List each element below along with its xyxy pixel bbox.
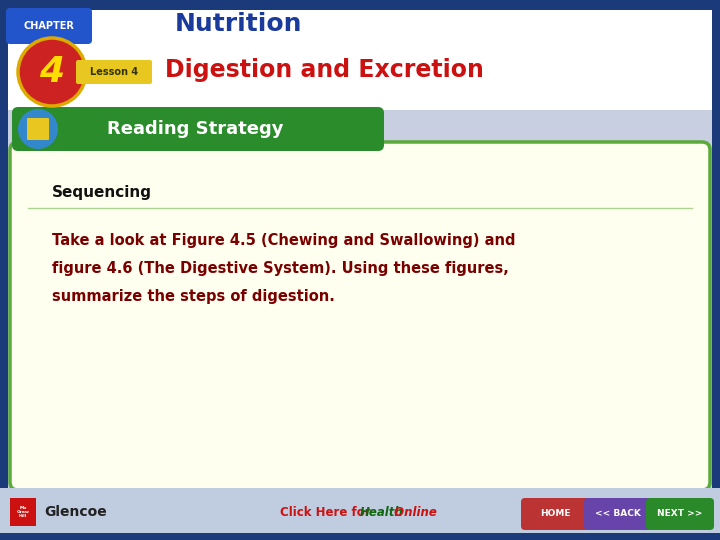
FancyBboxPatch shape xyxy=(8,10,712,110)
Text: Online: Online xyxy=(390,505,437,518)
Text: NEXT >>: NEXT >> xyxy=(657,510,703,518)
Text: Glencoe: Glencoe xyxy=(44,505,107,519)
Text: Take a look at Figure 4.5 (Chewing and Swallowing) and: Take a look at Figure 4.5 (Chewing and S… xyxy=(52,233,516,247)
Text: HOME: HOME xyxy=(540,510,570,518)
Text: Nutrition: Nutrition xyxy=(175,12,302,36)
Circle shape xyxy=(18,38,86,106)
FancyBboxPatch shape xyxy=(12,107,384,151)
Text: Sequencing: Sequencing xyxy=(52,185,152,199)
FancyBboxPatch shape xyxy=(10,142,710,490)
FancyBboxPatch shape xyxy=(0,488,720,540)
FancyBboxPatch shape xyxy=(0,0,720,10)
FancyBboxPatch shape xyxy=(521,498,589,530)
Text: Mo
Graw
Hill: Mo Graw Hill xyxy=(17,506,30,518)
FancyBboxPatch shape xyxy=(76,60,152,84)
Text: Click Here for: Click Here for xyxy=(280,505,374,518)
Text: Health: Health xyxy=(360,505,404,518)
Text: figure 4.6 (The Digestive System). Using these figures,: figure 4.6 (The Digestive System). Using… xyxy=(52,260,509,275)
Text: << BACK: << BACK xyxy=(595,510,641,518)
FancyBboxPatch shape xyxy=(6,8,92,44)
Text: Lesson 4: Lesson 4 xyxy=(90,67,138,77)
FancyBboxPatch shape xyxy=(712,0,720,540)
Text: summarize the steps of digestion.: summarize the steps of digestion. xyxy=(52,288,335,303)
FancyBboxPatch shape xyxy=(584,498,652,530)
Text: 4: 4 xyxy=(40,55,65,89)
Circle shape xyxy=(18,109,58,149)
FancyBboxPatch shape xyxy=(0,0,8,540)
FancyBboxPatch shape xyxy=(27,118,49,140)
FancyBboxPatch shape xyxy=(0,533,720,540)
Text: CHAPTER: CHAPTER xyxy=(24,21,74,31)
FancyBboxPatch shape xyxy=(10,498,36,526)
FancyBboxPatch shape xyxy=(646,498,714,530)
FancyBboxPatch shape xyxy=(8,115,712,490)
Text: Digestion and Excretion: Digestion and Excretion xyxy=(165,58,484,82)
Text: Reading Strategy: Reading Strategy xyxy=(107,120,283,138)
